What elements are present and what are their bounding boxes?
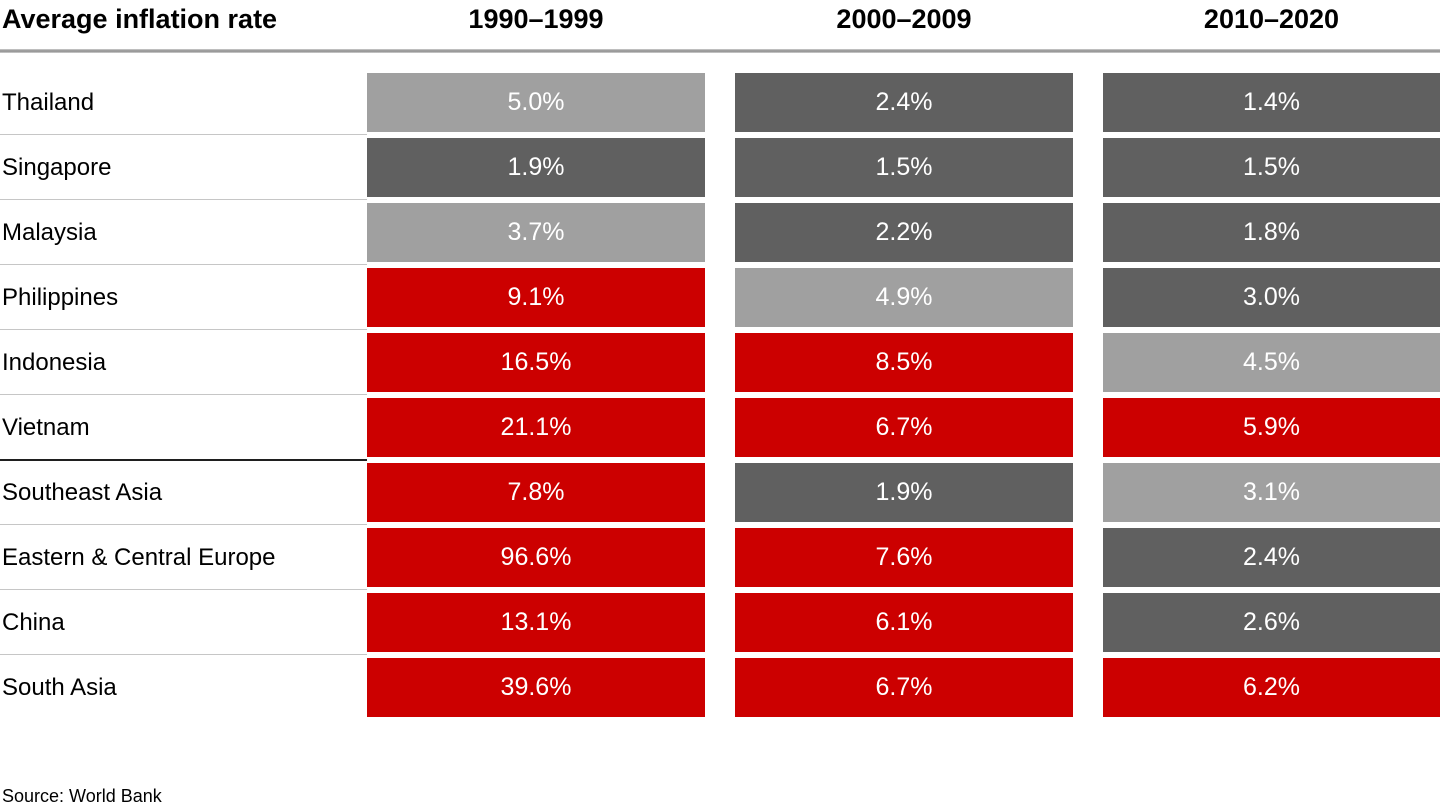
value-cell: 1.9% (735, 463, 1073, 522)
table-row: Southeast Asia 7.8% 1.9% 3.1% (0, 463, 1440, 528)
value-cell: 7.6% (735, 528, 1073, 587)
value-cell: 21.1% (367, 398, 705, 457)
value-label: 2.6% (1243, 608, 1300, 636)
value-cell: 5.0% (367, 73, 705, 132)
row-label: China (2, 608, 65, 636)
value-label: 3.0% (1243, 283, 1300, 311)
value-label: 1.5% (1243, 153, 1300, 181)
value-label: 7.6% (875, 543, 933, 571)
value-cell: 3.1% (1103, 463, 1440, 522)
value-cell: 6.2% (1103, 658, 1440, 717)
header-divider (0, 49, 1440, 53)
value-label: 1.9% (507, 153, 565, 181)
table-row: Eastern & Central Europe 96.6% 7.6% 2.4% (0, 528, 1440, 593)
value-cell: 5.9% (1103, 398, 1440, 457)
value-label: 1.4% (1243, 88, 1300, 116)
value-label: 2.4% (1243, 543, 1300, 571)
value-cell: 4.5% (1103, 333, 1440, 392)
value-cell: 13.1% (367, 593, 705, 652)
value-cell: 39.6% (367, 658, 705, 717)
row-label: Eastern & Central Europe (2, 543, 276, 571)
source-note: Source: World Bank (2, 786, 162, 806)
row-label: Vietnam (2, 413, 90, 441)
table-row: Malaysia 3.7% 2.2% 1.8% (0, 203, 1440, 268)
row-label: Malaysia (2, 218, 97, 246)
value-label: 16.5% (500, 348, 572, 376)
row-label: Singapore (2, 153, 112, 181)
value-cell: 1.4% (1103, 73, 1440, 132)
value-label: 9.1% (507, 283, 565, 311)
table-row: Vietnam 21.1% 6.7% 5.9% (0, 398, 1440, 463)
table-row: Thailand 5.0% 2.4% 1.4% (0, 73, 1440, 138)
value-cell: 4.9% (735, 268, 1073, 327)
value-cell: 16.5% (367, 333, 705, 392)
value-cell: 3.7% (367, 203, 705, 262)
value-cell: 1.5% (735, 138, 1073, 197)
column-header-2010-2020: 2010–2020 (1203, 4, 1340, 34)
value-label: 1.5% (875, 153, 933, 181)
value-label: 2.4% (875, 88, 933, 116)
value-label: 1.8% (1243, 218, 1300, 246)
value-label: 8.5% (875, 348, 933, 376)
column-header-2000-2009: 2000–2009 (836, 4, 972, 34)
value-cell: 2.4% (1103, 528, 1440, 587)
value-cell: 2.2% (735, 203, 1073, 262)
value-cell: 8.5% (735, 333, 1073, 392)
value-label: 3.7% (507, 218, 565, 246)
rows-container: Thailand 5.0% 2.4% 1.4% Singapore 1.9% 1… (0, 73, 1440, 723)
value-label: 6.7% (875, 413, 933, 441)
value-cell: 1.5% (1103, 138, 1440, 197)
table-header: Average inflation rate 1990–1999 2000–20… (0, 0, 1440, 38)
value-label: 5.0% (507, 88, 565, 116)
value-label: 6.1% (875, 608, 933, 636)
value-cell: 9.1% (367, 268, 705, 327)
value-cell: 1.8% (1103, 203, 1440, 262)
value-label: 1.9% (875, 478, 933, 506)
value-label: 96.6% (500, 543, 572, 571)
value-cell: 6.1% (735, 593, 1073, 652)
column-header-1990-1999: 1990–1999 (468, 4, 604, 34)
value-cell: 96.6% (367, 528, 705, 587)
value-label: 4.5% (1243, 348, 1300, 376)
value-label: 6.2% (1243, 673, 1300, 701)
row-label: Thailand (2, 88, 95, 116)
value-cell: 6.7% (735, 658, 1073, 717)
value-cell: 1.9% (367, 138, 705, 197)
value-label: 39.6% (500, 673, 572, 701)
table-row: Philippines 9.1% 4.9% 3.0% (0, 268, 1440, 333)
row-label: South Asia (2, 673, 117, 701)
value-cell: 2.4% (735, 73, 1073, 132)
table-row: South Asia 39.6% 6.7% 6.2% (0, 658, 1440, 723)
page-title: Average inflation rate (2, 4, 278, 34)
table-row: China 13.1% 6.1% 2.6% (0, 593, 1440, 658)
table-row: Singapore 1.9% 1.5% 1.5% (0, 138, 1440, 203)
value-cell: 2.6% (1103, 593, 1440, 652)
value-label: 7.8% (507, 478, 565, 506)
value-label: 2.2% (875, 218, 933, 246)
row-label: Indonesia (2, 348, 107, 376)
value-label: 6.7% (875, 673, 933, 701)
row-label: Philippines (2, 283, 119, 311)
value-label: 21.1% (500, 413, 572, 441)
value-label: 13.1% (500, 608, 572, 636)
value-label: 5.9% (1243, 413, 1300, 441)
value-label: 3.1% (1243, 478, 1300, 506)
value-cell: 3.0% (1103, 268, 1440, 327)
value-cell: 7.8% (367, 463, 705, 522)
value-cell: 6.7% (735, 398, 1073, 457)
table-row: Indonesia 16.5% 8.5% 4.5% (0, 333, 1440, 398)
value-label: 4.9% (875, 283, 933, 311)
row-label: Southeast Asia (2, 478, 163, 506)
